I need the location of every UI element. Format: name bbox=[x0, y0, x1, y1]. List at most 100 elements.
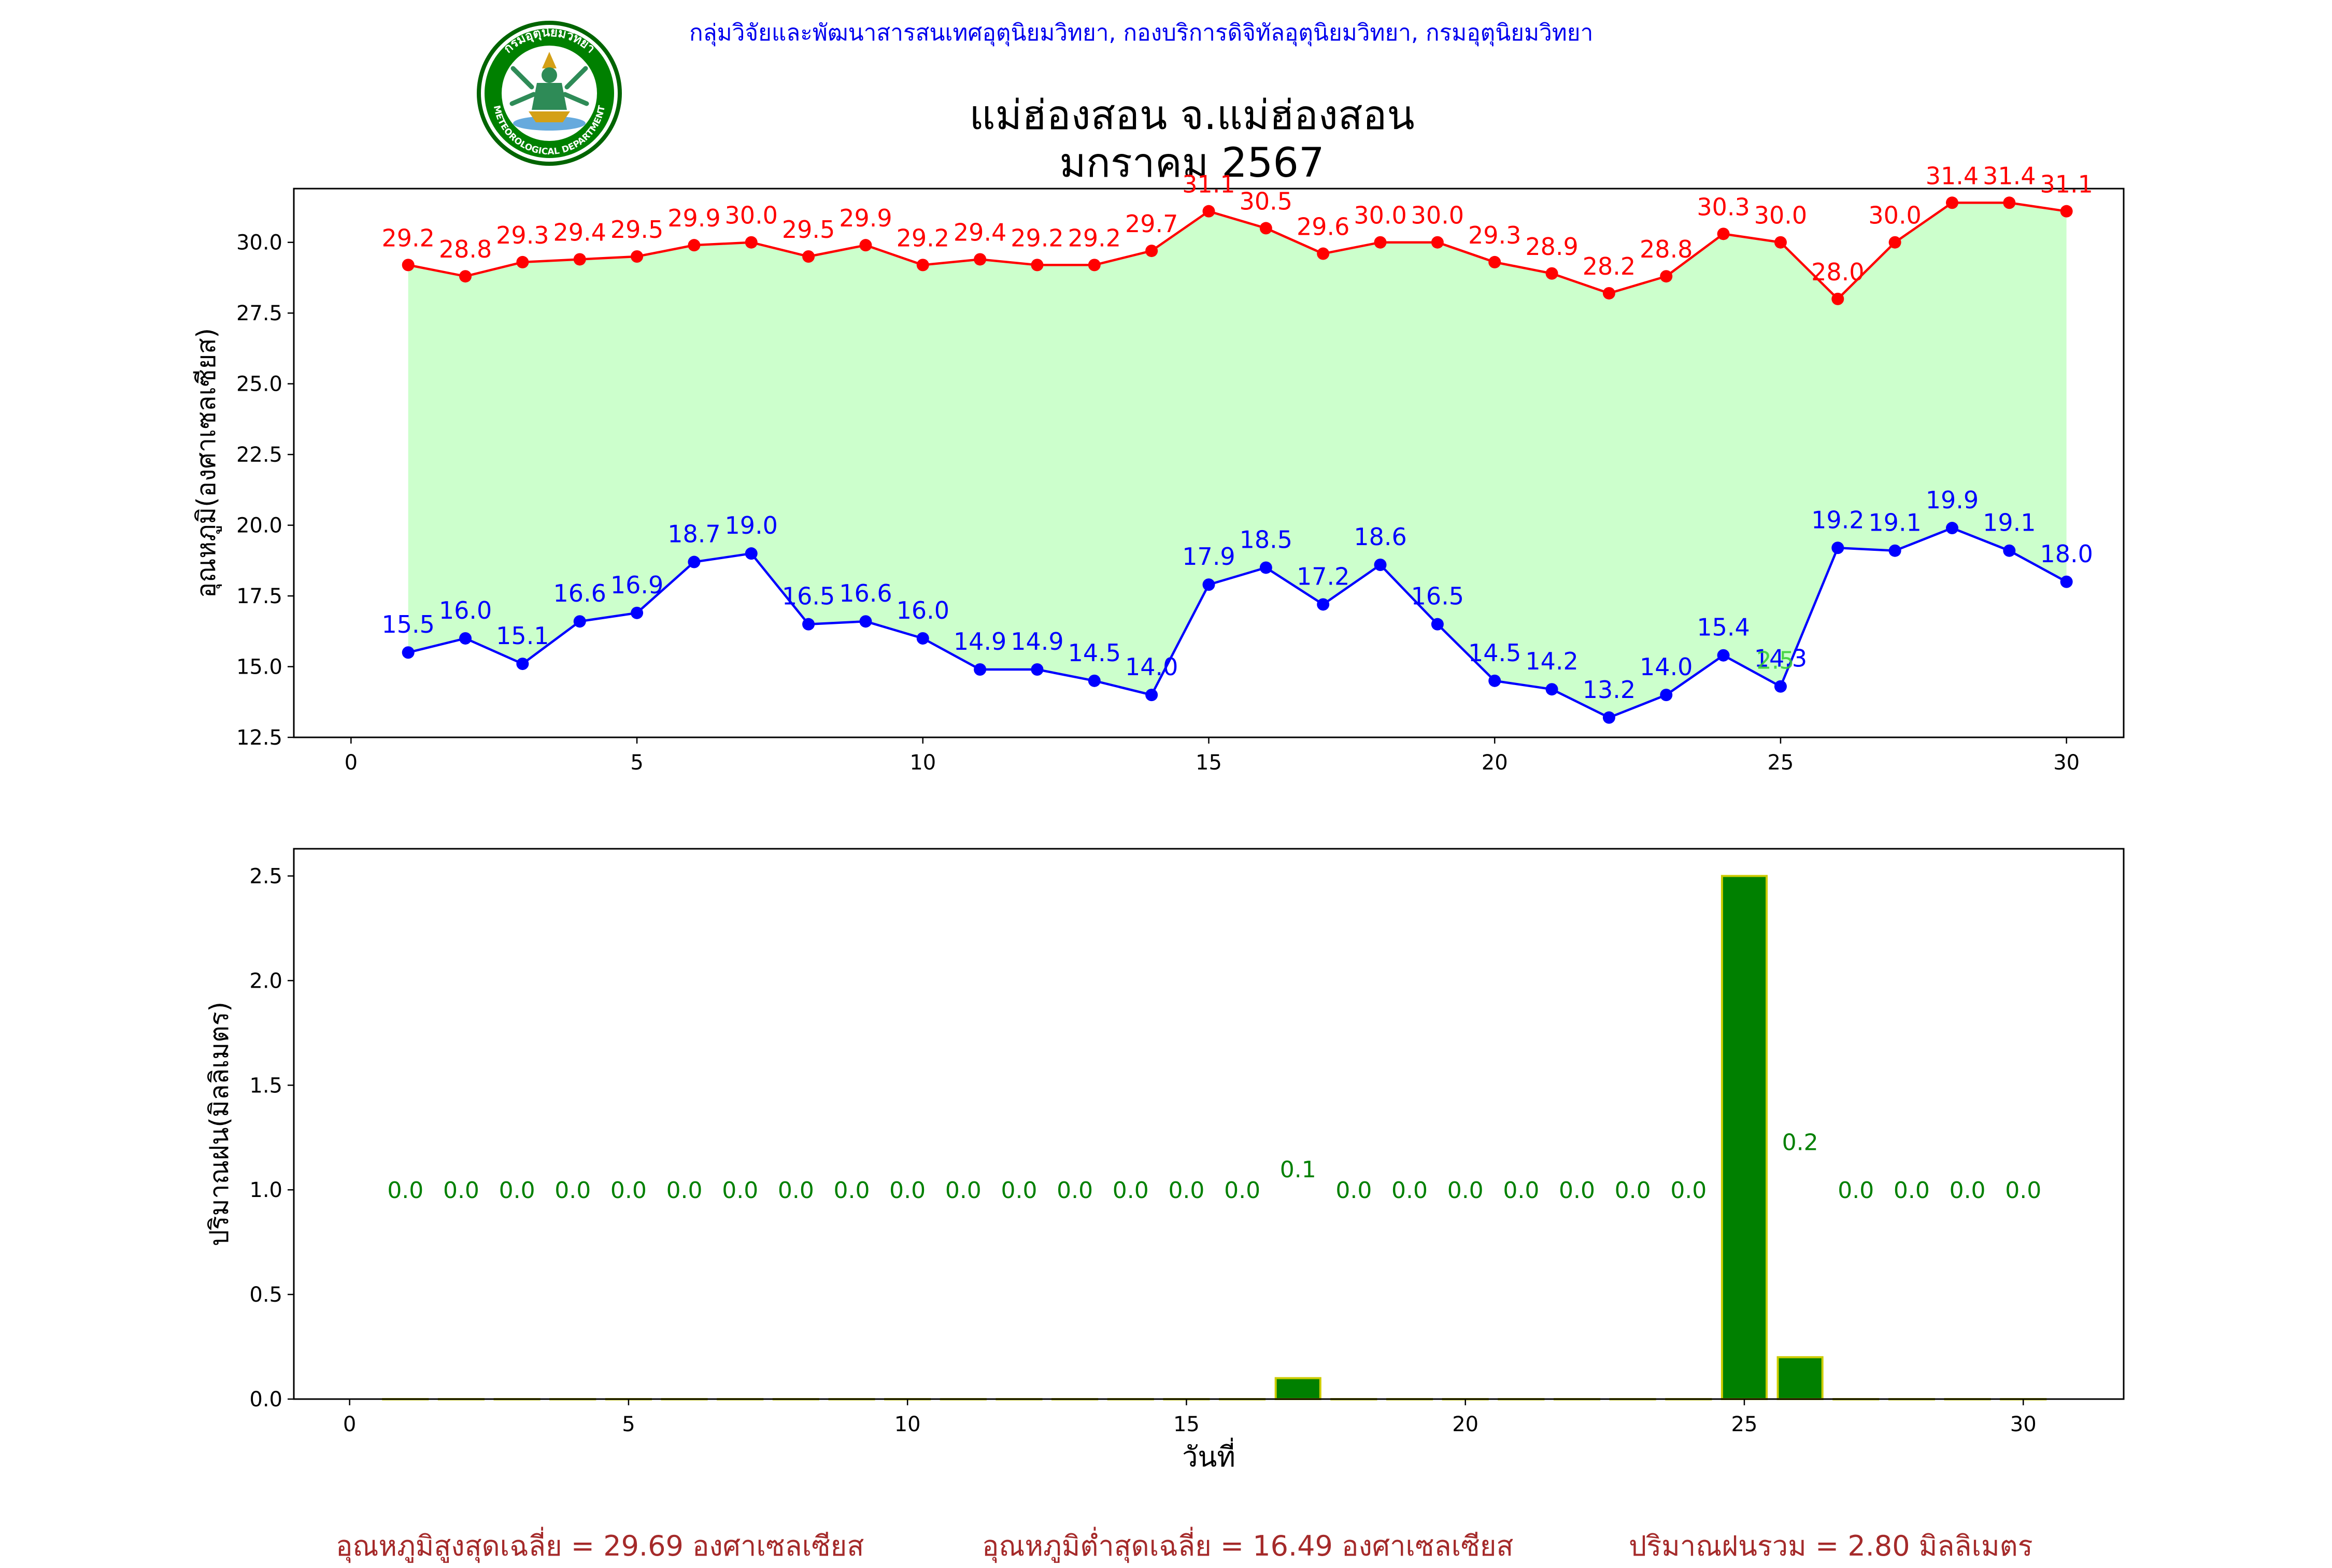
min-temperature-label: 15.5 bbox=[381, 610, 434, 638]
y-tick-label: 25.0 bbox=[236, 373, 282, 396]
rain-value-label: 0.0 bbox=[1670, 1177, 1707, 1204]
min-temperature-label: 18.7 bbox=[667, 520, 720, 548]
min-temperature-point bbox=[1545, 683, 1558, 696]
min-temperature-point bbox=[402, 646, 415, 659]
stat-avg-min-temp: อุณหภูมิต่ำสุดเฉลี่ย = 16.49 องศาเซลเซีย… bbox=[982, 1530, 1514, 1562]
min-temperature-point bbox=[1945, 522, 1958, 535]
min-temperature-label: 19.0 bbox=[725, 511, 778, 539]
min-temperature-label: 15.4 bbox=[1697, 614, 1750, 642]
min-temperature-label: 19.2 bbox=[1811, 506, 1864, 534]
max-temperature-point bbox=[1088, 259, 1101, 272]
min-temperature-label: 19.9 bbox=[1926, 486, 1979, 514]
stat-total-rain: ปริมาณฝนรวม = 2.80 มิลลิเมตร bbox=[1629, 1530, 2033, 1562]
min-temperature-point bbox=[516, 658, 529, 671]
rain-bar bbox=[1776, 1356, 1824, 1400]
rain-bar bbox=[1274, 1377, 1321, 1401]
x-tick-label: 5 bbox=[630, 751, 643, 775]
max-temperature-label: 29.2 bbox=[1068, 224, 1121, 252]
max-temperature-point bbox=[631, 250, 644, 263]
min-temperature-point bbox=[459, 632, 472, 645]
y-tick-label: 27.5 bbox=[236, 302, 282, 325]
y-tick-label: 30.0 bbox=[236, 231, 282, 255]
min-temperature-point bbox=[573, 615, 586, 628]
x-tick-label: 0 bbox=[343, 1413, 356, 1436]
max-temperature-point bbox=[1031, 259, 1044, 272]
min-temperature-label: 19.1 bbox=[1983, 509, 2036, 537]
min-temperature-label: 14.9 bbox=[1011, 628, 1063, 655]
rain-value-label: 0.0 bbox=[610, 1177, 647, 1204]
min-temperature-point bbox=[2060, 575, 2073, 588]
max-temperature-label: 30.5 bbox=[1240, 187, 1292, 215]
max-temperature-label: 29.3 bbox=[1468, 221, 1521, 249]
min-temperature-label: 14.0 bbox=[1125, 653, 1178, 681]
min-temperature-point bbox=[1031, 663, 1044, 676]
min-temperature-label: 17.9 bbox=[1182, 543, 1235, 571]
min-temperature-point bbox=[688, 555, 701, 568]
max-temperature-point bbox=[802, 250, 815, 263]
min-temperature-point bbox=[1088, 674, 1101, 687]
max-temperature-label: 31.4 bbox=[1983, 162, 2036, 190]
chart-title-station: แม่ฮ่องสอน จ.แม่ฮ่องสอน bbox=[969, 92, 1415, 139]
min-temperature-label: 16.0 bbox=[897, 596, 949, 624]
rain-value-label: 0.1 bbox=[1280, 1157, 1316, 1183]
rain-value-label: 0.0 bbox=[1615, 1177, 1651, 1204]
rain-value-label: 0.0 bbox=[1224, 1177, 1260, 1204]
max-temperature-label: 29.6 bbox=[1297, 213, 1349, 241]
rain-bar bbox=[1720, 875, 1768, 1400]
rain-value-label: 0.0 bbox=[889, 1177, 926, 1204]
rain-value-label: 0.0 bbox=[387, 1177, 423, 1204]
max-temperature-point bbox=[688, 239, 701, 252]
max-temperature-label: 29.2 bbox=[897, 224, 949, 252]
min-temperature-label: 19.1 bbox=[1868, 509, 1921, 537]
max-temperature-line bbox=[408, 202, 2067, 301]
max-temperature-point bbox=[1374, 236, 1387, 249]
max-temperature-point bbox=[1717, 227, 1730, 240]
max-temperature-label: 31.1 bbox=[1182, 170, 1235, 198]
max-temperature-point bbox=[974, 253, 987, 266]
min-temperature-label: 16.6 bbox=[553, 579, 606, 607]
max-temperature-point bbox=[573, 253, 586, 266]
min-temperature-label: 15.1 bbox=[496, 622, 549, 650]
min-temperature-label: 14.5 bbox=[1068, 639, 1121, 667]
max-temperature-point bbox=[1831, 292, 1844, 305]
min-temperature-label: 14.9 bbox=[954, 628, 1006, 655]
y-tick-label: 2.5 bbox=[249, 864, 282, 888]
max-temperature-point bbox=[1259, 222, 1272, 235]
max-temperature-point bbox=[1488, 255, 1501, 268]
rain-value-label: 0.0 bbox=[1113, 1177, 1149, 1204]
logo-deity-icon bbox=[509, 52, 589, 131]
max-temperature-point bbox=[916, 259, 929, 272]
min-temperature-label: 16.5 bbox=[782, 582, 835, 610]
max-temperature-point bbox=[2003, 196, 2016, 209]
rain-value-label: 0.0 bbox=[443, 1177, 479, 1204]
min-temperature-point bbox=[974, 663, 987, 676]
max-temperature-point bbox=[1888, 236, 1901, 249]
min-temperature-label: 14.0 bbox=[1640, 653, 1693, 681]
x-tick-label: 10 bbox=[894, 1413, 921, 1436]
chart-title-month: มกราคม 2567 bbox=[1059, 140, 1325, 187]
min-temperature-point bbox=[802, 618, 815, 631]
max-temperature-point bbox=[745, 236, 758, 249]
x-tick-label: 25 bbox=[1731, 1413, 1758, 1436]
y-tick-label: 17.5 bbox=[236, 585, 282, 608]
min-temperature-label: 14.2 bbox=[1525, 647, 1578, 675]
rainfall-axes-frame bbox=[293, 848, 2125, 1400]
x-tick-label: 0 bbox=[345, 751, 358, 775]
max-temperature-label: 29.7 bbox=[1125, 210, 1178, 238]
y-tick-label: 1.5 bbox=[249, 1074, 282, 1097]
min-temperature-point bbox=[745, 547, 758, 560]
max-temperature-point bbox=[1431, 236, 1444, 249]
rain-annotation-label: 2.5 bbox=[1756, 647, 1794, 675]
min-temperature-point bbox=[1774, 680, 1787, 693]
stat-avg-max-temp: อุณหภูมิสูงสุดเฉลี่ย = 29.69 องศาเซลเซีย… bbox=[336, 1530, 864, 1562]
x-axis-label: วันที่ bbox=[1182, 1437, 1235, 1473]
y-axis-label: ปริมาณฝน(มิลลิเมตร) bbox=[204, 1002, 234, 1246]
min-temperature-point bbox=[1317, 598, 1330, 611]
y-tick-label: 0.5 bbox=[249, 1283, 282, 1307]
x-tick-label: 15 bbox=[1173, 1413, 1200, 1436]
x-tick-label: 20 bbox=[1452, 1413, 1478, 1436]
min-temperature-label: 18.5 bbox=[1240, 525, 1292, 553]
rain-value-label: 0.0 bbox=[722, 1177, 758, 1204]
min-temperature-point bbox=[1259, 561, 1272, 574]
max-temperature-point bbox=[459, 270, 472, 283]
